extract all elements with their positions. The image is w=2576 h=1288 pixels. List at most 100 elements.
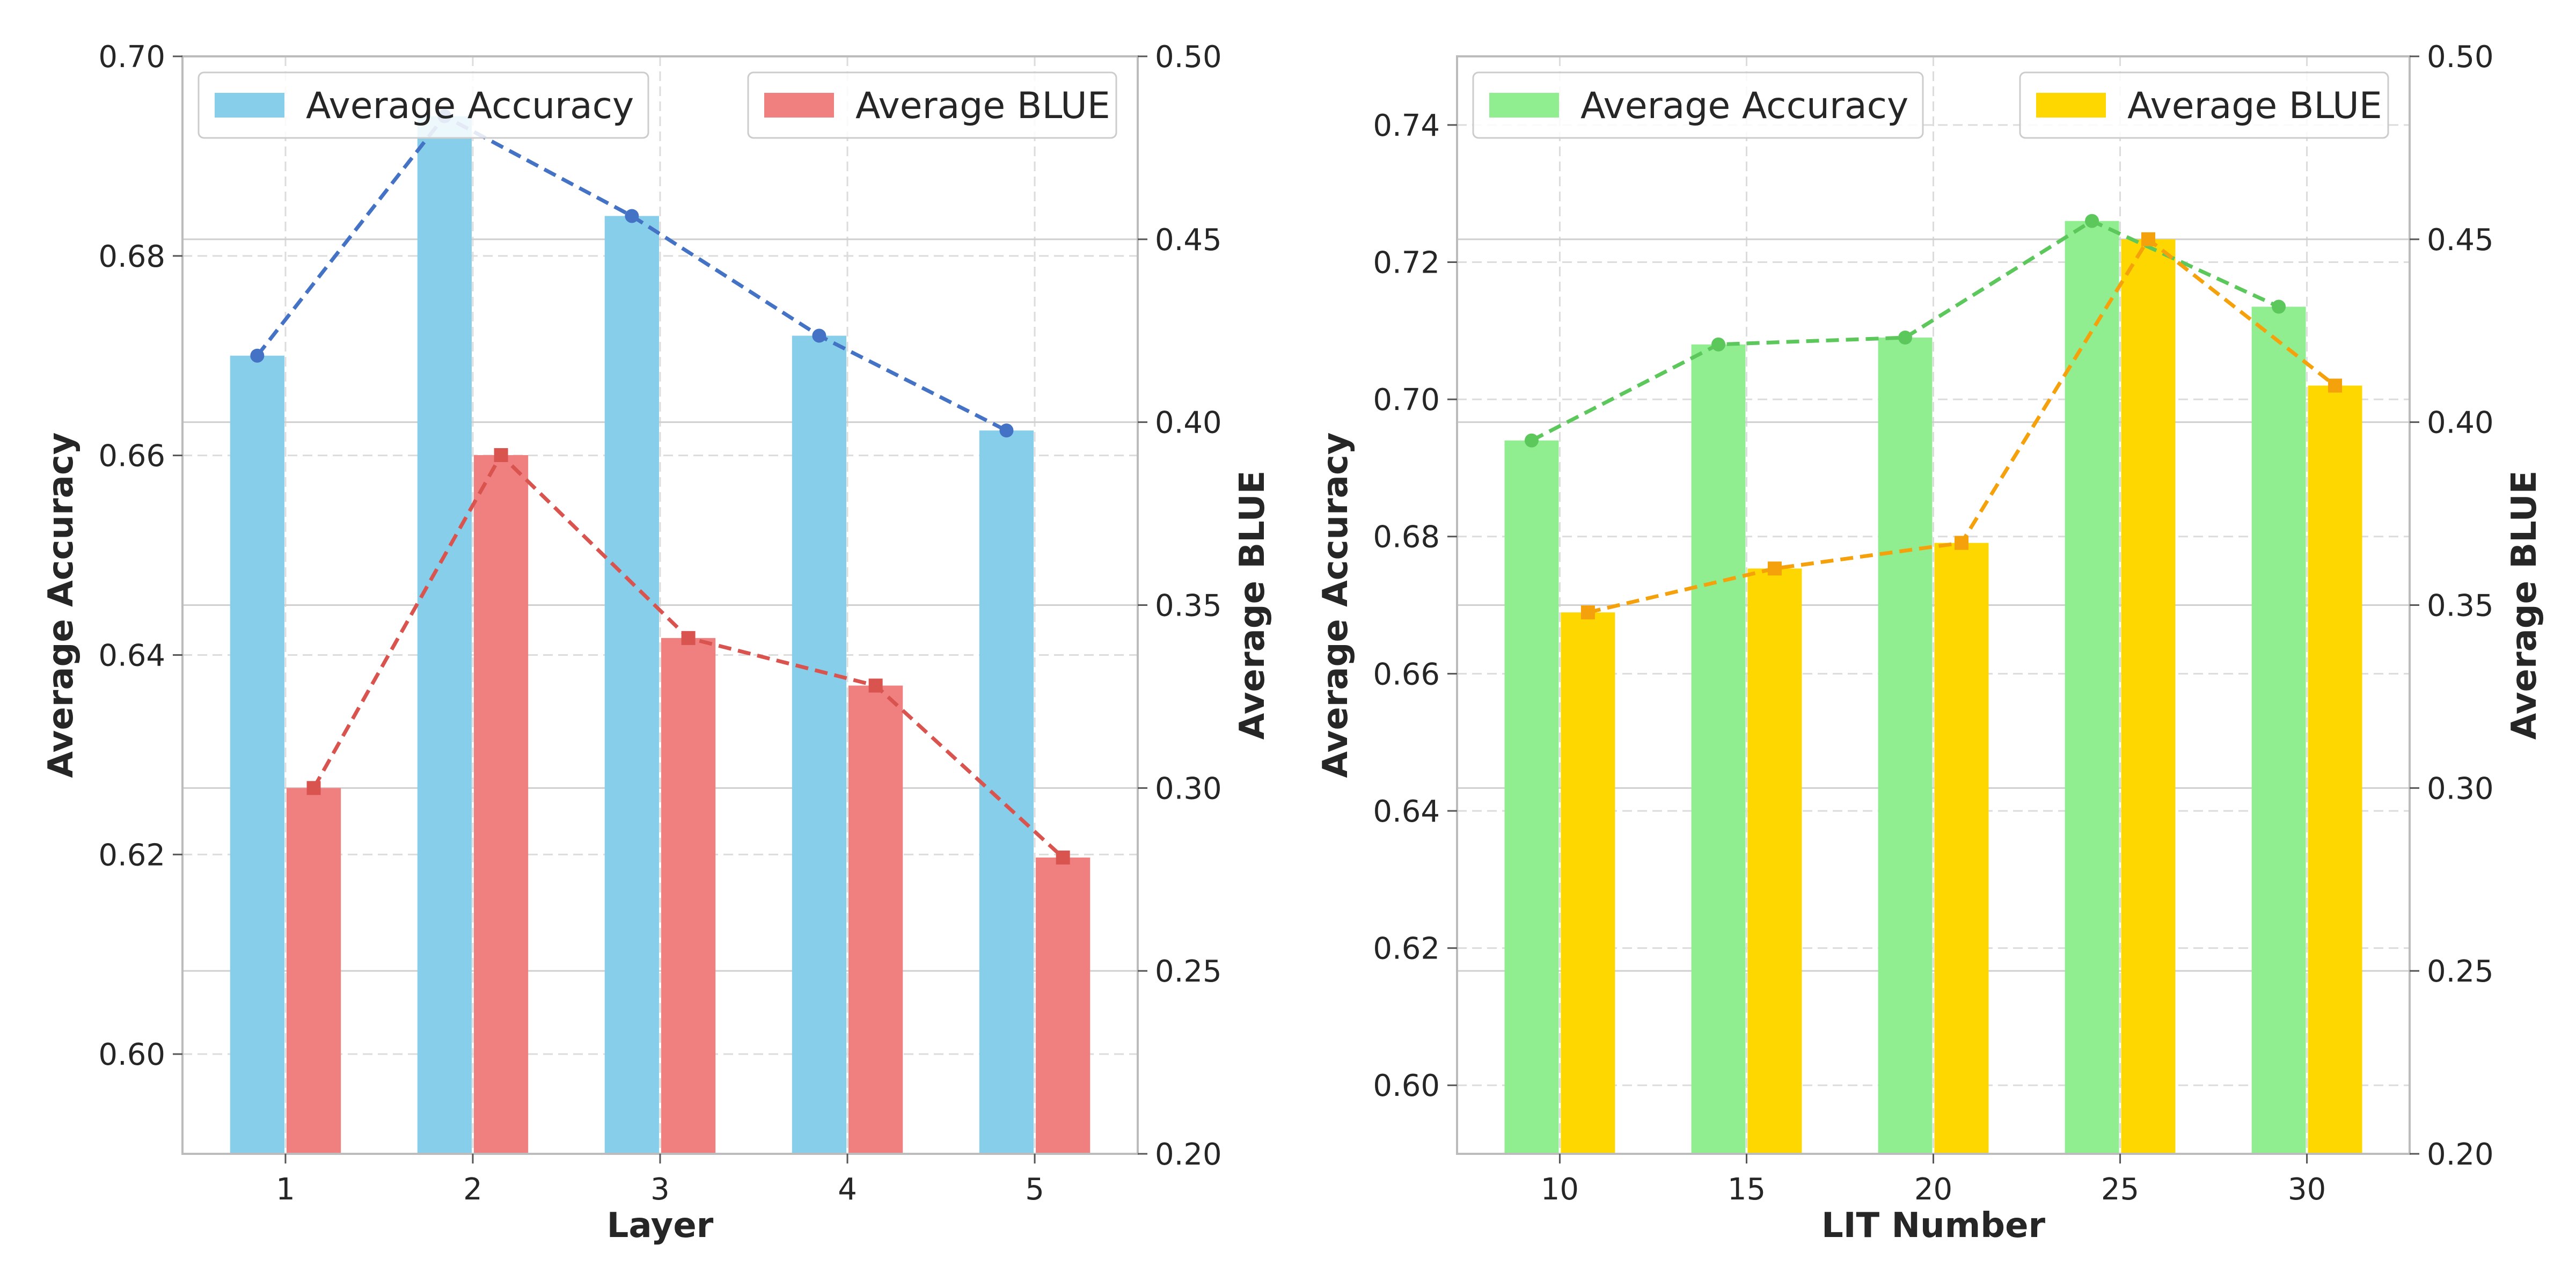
- y2-tick-label: 0.20: [2427, 1137, 2494, 1172]
- x-tick-label: 25: [2101, 1172, 2139, 1207]
- bar-average-blue: [286, 788, 341, 1154]
- x-tick-label: 4: [838, 1172, 857, 1207]
- legend-box: [1472, 71, 1924, 139]
- legend-2: Average BLUE: [2019, 71, 2389, 139]
- legend-1: Average Accuracy: [197, 71, 649, 139]
- point-marker-accuracy: [999, 423, 1014, 438]
- y-tick-label: 0.64: [98, 638, 165, 673]
- x-axis-label: Layer: [607, 1206, 714, 1246]
- legend-swatch: [1489, 93, 1559, 118]
- bar-average-blue: [2121, 239, 2176, 1154]
- y2-tick-label: 0.35: [1155, 589, 1222, 624]
- x-tick-label: 5: [1025, 1172, 1044, 1207]
- bar-average-blue: [1747, 568, 1802, 1154]
- y2-tick-label: 0.35: [2427, 589, 2494, 624]
- y2-tick-label: 0.25: [2427, 954, 2494, 989]
- y2-tick-label: 0.50: [1155, 40, 1222, 75]
- y-tick-label: 0.66: [1373, 657, 1440, 692]
- legend-label: Average BLUE: [855, 85, 1110, 127]
- bar-average-blue: [2308, 385, 2362, 1154]
- y2-tick-label: 0.40: [1155, 406, 1222, 441]
- y-tick-label: 0.60: [98, 1037, 165, 1072]
- y-axis-label: Average Accuracy: [1316, 433, 1356, 778]
- bar-average-accuracy: [1691, 344, 1746, 1154]
- y-tick-label: 0.62: [1373, 932, 1440, 967]
- y-tick-label: 0.62: [98, 838, 165, 873]
- chart-panel-1: 0.60 0.62 0.64 0.66 0.68 0.70 0.20 0.25 0.30 0.35…: [41, 40, 1272, 1246]
- bar-average-accuracy: [417, 116, 472, 1154]
- y2-tick-label: 0.40: [2427, 406, 2494, 441]
- point-marker-blue: [494, 448, 508, 463]
- bar-average-blue: [848, 685, 903, 1154]
- bar-average-accuracy: [979, 430, 1034, 1154]
- line-average-accuracy: [1531, 218, 2280, 442]
- y2-tick-label: 0.25: [1155, 954, 1222, 989]
- x-tick-label: 20: [1914, 1172, 1952, 1207]
- y2-tick-label: 0.45: [1155, 223, 1222, 258]
- point-marker-accuracy: [2272, 299, 2286, 314]
- point-marker-accuracy: [1524, 433, 1539, 448]
- bar-average-blue: [1934, 543, 1989, 1154]
- y-tick-label: 0.74: [1373, 108, 1440, 143]
- y-tick-label: 0.72: [1373, 245, 1440, 280]
- y2-axis-label: Average BLUE: [2505, 471, 2544, 740]
- point-marker-blue: [1056, 850, 1070, 865]
- x-tick-label: 15: [1728, 1172, 1766, 1207]
- bar-average-accuracy: [792, 335, 847, 1154]
- y2-tick-label: 0.20: [1155, 1137, 1222, 1172]
- point-marker-blue: [2141, 232, 2156, 246]
- bar-average-accuracy: [1878, 338, 1933, 1154]
- point-marker-blue: [2328, 378, 2343, 393]
- bar-average-accuracy: [604, 216, 659, 1154]
- y2-tick-label: 0.30: [2427, 771, 2494, 806]
- bar-average-accuracy: [2065, 221, 2119, 1154]
- y-tick-label: 0.68: [98, 239, 165, 274]
- point-marker-accuracy: [1711, 337, 1725, 352]
- x-tick-label: 10: [1541, 1172, 1579, 1207]
- legend-swatch: [764, 93, 834, 118]
- legend-box: [197, 71, 649, 139]
- y-tick-label: 0.66: [98, 439, 165, 474]
- legend-box: [747, 71, 1117, 139]
- legend-swatch: [215, 93, 284, 118]
- point-marker-blue: [306, 781, 321, 795]
- legend-label: Average Accuracy: [1580, 85, 1908, 127]
- legend-1: Average Accuracy: [1472, 71, 1924, 139]
- legend-swatch: [2036, 93, 2106, 118]
- bar-average-accuracy: [1504, 440, 1559, 1154]
- point-marker-blue: [1954, 536, 1968, 550]
- point-marker-blue: [1767, 561, 1782, 576]
- point-marker-accuracy: [812, 328, 826, 343]
- point-marker-accuracy: [250, 348, 265, 363]
- y-tick-label: 0.60: [1373, 1069, 1440, 1103]
- y-axis-label: Average Accuracy: [41, 433, 81, 778]
- legend-label: Average BLUE: [2127, 85, 2382, 127]
- x-tick-label: 3: [650, 1172, 670, 1207]
- x-tick-label: 2: [463, 1172, 482, 1207]
- point-marker-accuracy: [625, 209, 639, 223]
- y2-tick-label: 0.30: [1155, 771, 1222, 806]
- bar-average-accuracy: [2251, 306, 2306, 1154]
- y2-tick-label: 0.50: [2427, 40, 2494, 75]
- legend-2: Average BLUE: [747, 71, 1117, 139]
- bar-average-blue: [1561, 612, 1615, 1154]
- x-tick-label: 30: [2288, 1172, 2326, 1207]
- point-marker-accuracy: [1898, 331, 1913, 345]
- y-tick-label: 0.68: [1373, 520, 1440, 555]
- point-marker-blue: [868, 678, 883, 693]
- y2-axis-label: Average BLUE: [1233, 471, 1272, 740]
- y-tick-label: 0.70: [1373, 383, 1440, 418]
- y-tick-label: 0.70: [98, 40, 165, 75]
- y2-tick-label: 0.45: [2427, 223, 2494, 258]
- point-marker-blue: [681, 631, 696, 645]
- bar-average-blue: [473, 455, 529, 1154]
- y-tick-label: 0.64: [1373, 794, 1440, 829]
- point-marker-accuracy: [2085, 214, 2099, 228]
- bar-average-blue: [1036, 857, 1091, 1154]
- bar-average-blue: [661, 638, 716, 1154]
- x-axis-label: LIT Number: [1821, 1206, 2046, 1246]
- chart-panel-2: 0.60 0.62 0.64 0.66 0.68 0.70 0.72 0.74 0.20 0.25…: [1316, 40, 2544, 1246]
- legend-label: Average Accuracy: [306, 85, 634, 127]
- line-average-accuracy: [255, 114, 1008, 433]
